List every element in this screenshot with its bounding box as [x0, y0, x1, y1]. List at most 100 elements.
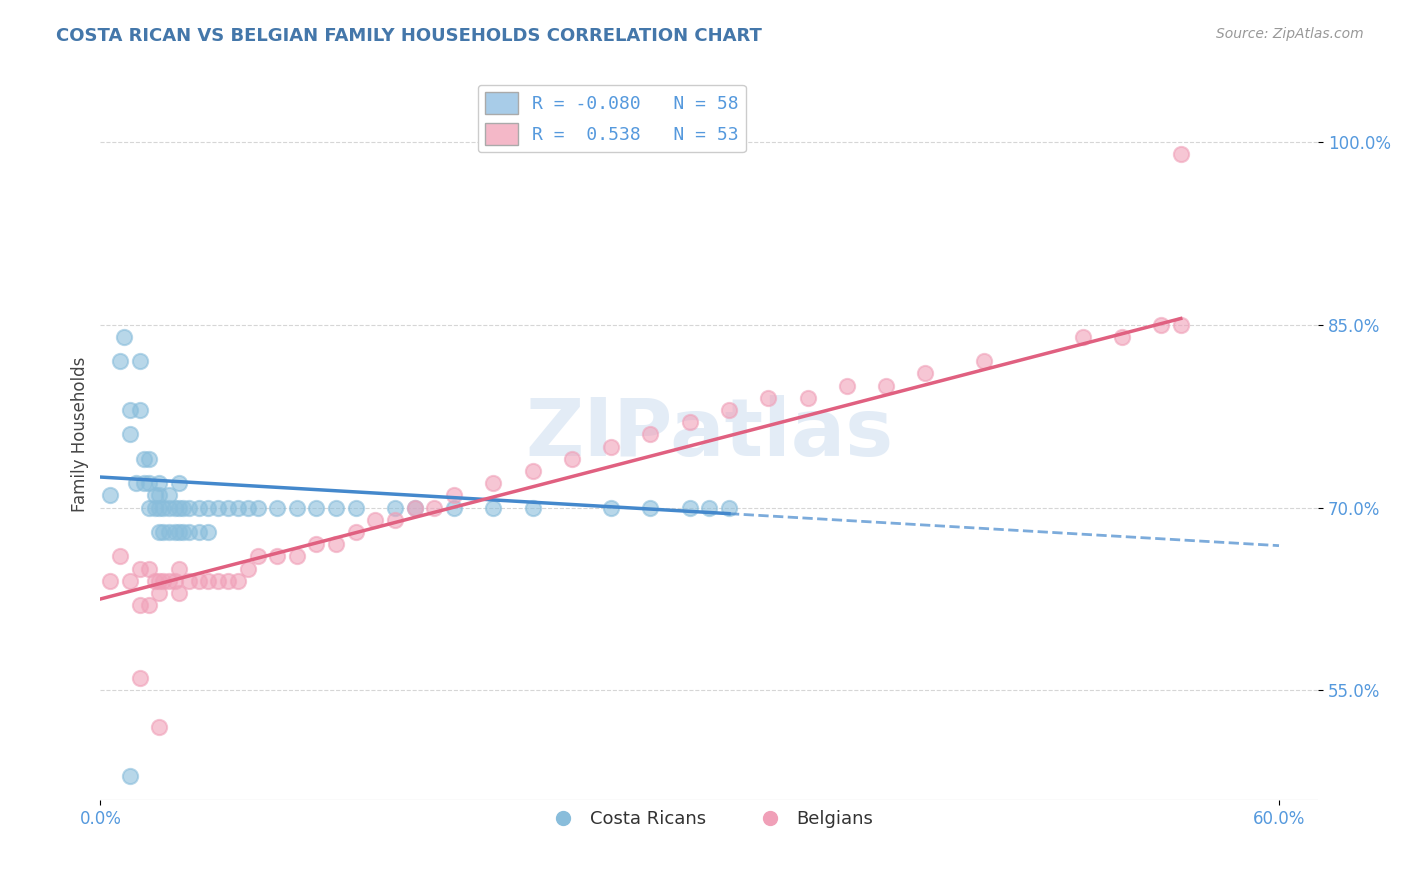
Point	[1170, 147, 1192, 161]
Point	[187, 500, 209, 515]
Point	[108, 549, 131, 564]
Point	[325, 500, 347, 515]
Point	[600, 500, 623, 515]
Point	[717, 403, 740, 417]
Point	[138, 451, 160, 466]
Text: COSTA RICAN VS BELGIAN FAMILY HOUSEHOLDS CORRELATION CHART: COSTA RICAN VS BELGIAN FAMILY HOUSEHOLDS…	[56, 27, 762, 45]
Point	[973, 354, 995, 368]
Point	[364, 513, 387, 527]
Point	[148, 720, 170, 734]
Point	[600, 440, 623, 454]
Point	[167, 586, 190, 600]
Point	[112, 330, 135, 344]
Point	[640, 500, 662, 515]
Point	[679, 415, 702, 429]
Point	[172, 524, 194, 539]
Text: Source: ZipAtlas.com: Source: ZipAtlas.com	[1216, 27, 1364, 41]
Point	[443, 488, 465, 502]
Point	[482, 476, 505, 491]
Point	[482, 500, 505, 515]
Point	[148, 488, 170, 502]
Point	[167, 500, 190, 515]
Point	[1111, 330, 1133, 344]
Point	[177, 500, 200, 515]
Point	[561, 451, 583, 466]
Point	[305, 500, 328, 515]
Point	[197, 574, 219, 588]
Point	[187, 524, 209, 539]
Point	[717, 500, 740, 515]
Point	[98, 574, 121, 588]
Point	[914, 367, 936, 381]
Point	[1071, 330, 1094, 344]
Point	[266, 549, 288, 564]
Point	[226, 574, 249, 588]
Point	[138, 500, 160, 515]
Point	[246, 549, 269, 564]
Point	[640, 427, 662, 442]
Point	[226, 500, 249, 515]
Point	[404, 500, 426, 515]
Point	[217, 574, 239, 588]
Point	[157, 524, 180, 539]
Point	[796, 391, 818, 405]
Point	[167, 476, 190, 491]
Point	[152, 574, 174, 588]
Point	[423, 500, 446, 515]
Point	[756, 391, 779, 405]
Point	[143, 488, 166, 502]
Point	[148, 476, 170, 491]
Point	[138, 561, 160, 575]
Point	[167, 561, 190, 575]
Point	[285, 500, 308, 515]
Point	[163, 524, 186, 539]
Point	[384, 500, 406, 515]
Point	[344, 524, 367, 539]
Point	[217, 500, 239, 515]
Point	[207, 574, 229, 588]
Point	[177, 574, 200, 588]
Point	[197, 500, 219, 515]
Point	[108, 354, 131, 368]
Y-axis label: Family Households: Family Households	[72, 357, 89, 512]
Point	[148, 574, 170, 588]
Point	[143, 500, 166, 515]
Point	[163, 574, 186, 588]
Point	[125, 476, 148, 491]
Point	[128, 354, 150, 368]
Point	[152, 500, 174, 515]
Point	[697, 500, 720, 515]
Point	[128, 598, 150, 612]
Point	[679, 500, 702, 515]
Point	[246, 500, 269, 515]
Point	[1150, 318, 1173, 332]
Point	[132, 451, 155, 466]
Legend: Costa Ricans, Belgians: Costa Ricans, Belgians	[538, 803, 880, 835]
Point	[98, 488, 121, 502]
Point	[143, 574, 166, 588]
Point	[118, 574, 141, 588]
Point	[835, 378, 858, 392]
Point	[522, 464, 544, 478]
Point	[187, 574, 209, 588]
Point	[157, 488, 180, 502]
Point	[285, 549, 308, 564]
Point	[148, 500, 170, 515]
Point	[325, 537, 347, 551]
Text: ZIPatlas: ZIPatlas	[526, 395, 893, 474]
Point	[207, 500, 229, 515]
Point	[148, 524, 170, 539]
Point	[118, 769, 141, 783]
Point	[384, 513, 406, 527]
Point	[128, 561, 150, 575]
Point	[305, 537, 328, 551]
Point	[167, 524, 190, 539]
Point	[128, 671, 150, 685]
Point	[197, 524, 219, 539]
Point	[344, 500, 367, 515]
Point	[522, 500, 544, 515]
Point	[138, 476, 160, 491]
Point	[138, 598, 160, 612]
Point	[236, 500, 259, 515]
Point	[875, 378, 897, 392]
